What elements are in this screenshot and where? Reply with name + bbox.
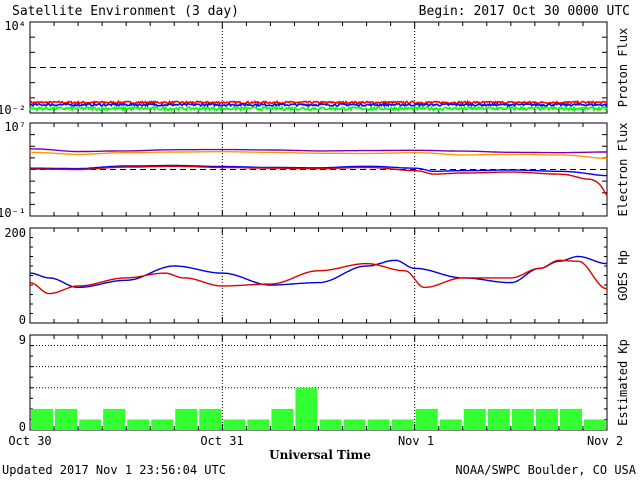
- kp-bar: [511, 408, 534, 430]
- chart-panel: Estimated Kp 0 9: [19, 333, 630, 434]
- chart-panel: GOES Hp 0 200: [4, 226, 630, 327]
- x-tick-label: Oct 30: [8, 434, 51, 448]
- x-tick-label: Nov 2: [587, 434, 623, 448]
- kp-bar: [343, 419, 366, 430]
- y-axis-label: Estimated Kp: [616, 339, 630, 426]
- kp-bar: [487, 408, 510, 430]
- x-tick-label: Oct 31: [200, 434, 243, 448]
- data-series-line: [30, 165, 608, 196]
- updated-time: Updated 2017 Nov 1 23:56:04 UTC: [2, 463, 226, 477]
- kp-bar: [199, 408, 222, 430]
- kp-bar: [583, 419, 606, 430]
- kp-bar: [463, 408, 486, 430]
- kp-bar: [79, 419, 102, 430]
- data-series-line: [29, 101, 608, 108]
- kp-bar: [295, 387, 318, 430]
- kp-bar: [223, 419, 246, 430]
- data-series-line: [30, 148, 607, 154]
- y-axis-label: GOES Hp: [616, 250, 630, 301]
- kp-bar: [55, 408, 78, 430]
- kp-bar: [535, 408, 558, 430]
- kp-bar: [415, 408, 438, 430]
- y-tick-label: 10⁻²: [0, 103, 26, 117]
- chart-panel: Proton Flux 10⁴ 10⁻²: [0, 19, 630, 117]
- kp-bar: [151, 419, 174, 430]
- y-tick-label: 0: [19, 313, 26, 327]
- begin-time: Begin: 2017 Oct 30 0000 UTC: [419, 4, 630, 19]
- data-series-line: [30, 164, 607, 177]
- chart-title: Satellite Environment (3 day): [12, 4, 239, 19]
- y-tick-label: 9: [19, 333, 26, 347]
- kp-bar: [319, 419, 342, 430]
- kp-bar: [103, 408, 126, 430]
- y-axis-label: Proton Flux: [616, 28, 630, 107]
- kp-bar: [367, 419, 390, 430]
- y-tick-label: 200: [4, 226, 26, 240]
- data-series-line: [29, 99, 608, 106]
- kp-bar: [247, 419, 270, 430]
- data-series-line: [30, 150, 607, 160]
- kp-bar: [31, 408, 54, 430]
- kp-bar: [175, 408, 198, 430]
- kp-bar: [391, 419, 414, 430]
- x-axis-label: Universal Time: [269, 448, 371, 462]
- y-tick-label: 0: [19, 420, 26, 434]
- kp-bar: [559, 408, 582, 430]
- y-tick-label: 10⁻¹: [0, 206, 26, 220]
- data-series-line: [29, 255, 608, 289]
- kp-bar: [439, 419, 462, 430]
- y-tick-label: 10⁷: [4, 120, 26, 134]
- x-tick-label: Nov 1: [398, 434, 434, 448]
- y-axis-label: Electron Flux: [616, 123, 630, 217]
- chart-panel: Electron Flux 10⁷ 10⁻¹: [0, 120, 630, 220]
- kp-bar: [271, 408, 294, 430]
- kp-bar: [127, 419, 150, 430]
- data-series-line: [29, 259, 608, 295]
- y-tick-label: 10⁴: [4, 19, 26, 33]
- data-series-line: [29, 104, 608, 113]
- credit: NOAA/SWPC Boulder, CO USA: [455, 463, 636, 477]
